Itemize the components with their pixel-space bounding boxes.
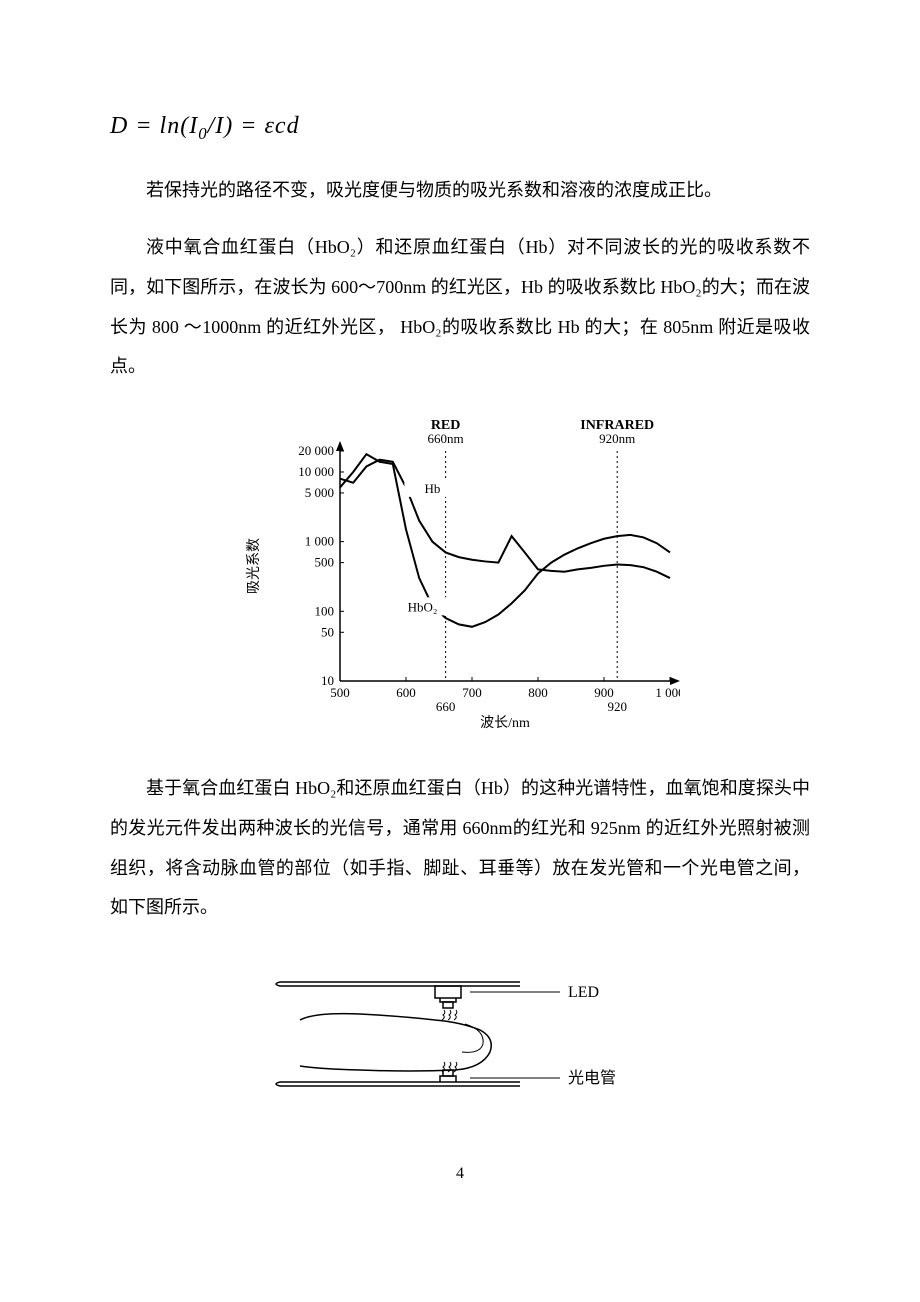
svg-text:吸光系数: 吸光系数: [246, 538, 262, 594]
equation-display: D = ln(I0/I) = εcd: [110, 100, 810, 153]
absorption-chart: 10501005001 0005 00010 00020 00050060070…: [110, 411, 810, 746]
paragraph-1: 若保持光的路径不变，吸光度便与物质的吸光系数和溶液的浓度成正比。: [110, 171, 810, 211]
svg-text:900: 900: [594, 685, 614, 700]
svg-text:波长/nm: 波长/nm: [480, 715, 530, 731]
svg-text:20 000: 20 000: [298, 443, 334, 458]
svg-text:660nm: 660nm: [428, 431, 464, 446]
paragraph-3: 基于氧合血红蛋白 HbO₂和还原血红蛋白（Hb）的这种光谱特性，血氧饱和度探头中…: [110, 769, 810, 927]
svg-text:700: 700: [462, 685, 482, 700]
svg-text:500: 500: [315, 554, 335, 569]
svg-text:1 000: 1 000: [655, 685, 680, 700]
svg-text:HbO₂: HbO₂: [408, 599, 438, 614]
svg-text:920nm: 920nm: [599, 431, 635, 446]
svg-text:800: 800: [528, 685, 548, 700]
svg-text:500: 500: [330, 685, 350, 700]
page-number: 4: [110, 1156, 810, 1191]
svg-text:660: 660: [436, 699, 456, 714]
svg-text:920: 920: [607, 699, 627, 714]
equation-text: D = ln(I0/I) = εcd: [110, 113, 300, 139]
finger-diagram: LED 光电管: [110, 952, 810, 1117]
svg-text:5 000: 5 000: [305, 485, 334, 500]
svg-text:50: 50: [321, 624, 334, 639]
svg-text:LED: LED: [568, 984, 599, 1001]
svg-text:100: 100: [315, 603, 335, 618]
paragraph-2: 液中氧合血红蛋白（HbO₂）和还原血红蛋白（Hb）对不同波长的光的吸收系数不同，…: [110, 228, 810, 386]
svg-text:10 000: 10 000: [298, 464, 334, 479]
svg-text:1 000: 1 000: [305, 533, 334, 548]
svg-text:Hb: Hb: [424, 481, 440, 496]
diagram-svg: LED 光电管: [260, 952, 660, 1102]
chart-svg: 10501005001 0005 00010 00020 00050060070…: [240, 411, 680, 731]
svg-text:600: 600: [396, 685, 416, 700]
svg-text:光电管: 光电管: [568, 1069, 616, 1087]
